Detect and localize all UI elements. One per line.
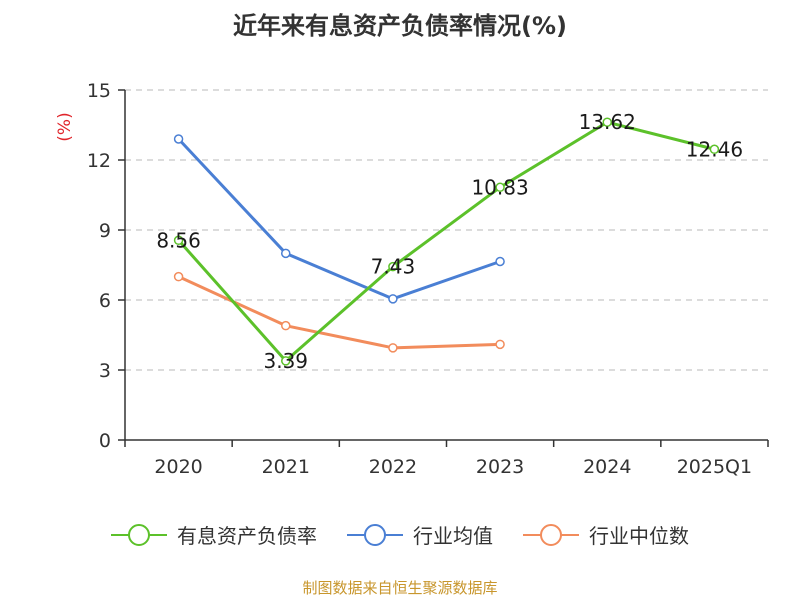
x-tick-labels: 2020 2021 2022 2023 2024 2025Q1 xyxy=(124,440,769,478)
data-labels: 8.56 3.39 7.43 10.83 13.62 12.46 xyxy=(156,110,743,373)
y-axis-label: (%) xyxy=(55,112,75,141)
data-point xyxy=(173,235,184,246)
data-point xyxy=(173,134,184,144)
data-point xyxy=(602,117,612,127)
chart-title: 近年来有息资产负债率情况(%) xyxy=(233,12,567,40)
legend-label: 行业均值 xyxy=(413,524,493,548)
series-line xyxy=(177,120,715,363)
legend-item[interactable]: 有息资产负债率 xyxy=(111,520,317,549)
y-tick-label: 3 xyxy=(99,360,111,382)
x-tick-label: 2024 xyxy=(583,456,631,478)
series-有息资产负债率 xyxy=(173,117,720,366)
data-point xyxy=(495,256,505,267)
series xyxy=(173,117,720,366)
x-tick-label: 2025Q1 xyxy=(677,456,752,478)
data-label: 13.62 xyxy=(579,110,636,134)
data-point xyxy=(709,144,720,155)
legend-swatch xyxy=(111,523,167,546)
grid-lines xyxy=(125,89,768,371)
data-point xyxy=(173,271,184,282)
y-tick-label: 12 xyxy=(87,150,111,172)
data-point xyxy=(281,320,291,331)
x-tick-label: 2022 xyxy=(369,456,417,478)
data-label: 10.83 xyxy=(471,175,528,199)
x-tick-label: 2021 xyxy=(262,456,310,478)
data-point xyxy=(495,182,505,193)
legend-label: 行业中位数 xyxy=(589,524,689,548)
y-tick-label: 9 xyxy=(99,220,111,242)
y-tick-label: 15 xyxy=(87,80,111,102)
x-tick-label: 2023 xyxy=(476,456,524,478)
data-point xyxy=(281,248,291,259)
y-tick-label: 6 xyxy=(99,290,111,312)
legend-item[interactable]: 行业均值 xyxy=(347,520,493,549)
data-point xyxy=(281,356,291,366)
source-note: 制图数据来自恒生聚源数据库 xyxy=(302,579,498,597)
legend-swatch xyxy=(523,523,579,546)
data-label: 8.56 xyxy=(156,228,201,252)
data-label: 3.39 xyxy=(263,349,308,373)
y-tick-label: 0 xyxy=(99,430,111,452)
data-label: 12.46 xyxy=(686,137,743,161)
legend-item[interactable]: 行业中位数 xyxy=(523,520,689,549)
legend-label: 有息资产负债率 xyxy=(177,524,317,548)
axes xyxy=(124,90,768,441)
x-tick-label: 2020 xyxy=(154,456,202,478)
data-point xyxy=(388,294,398,304)
data-label: 7.43 xyxy=(371,255,416,279)
data-point xyxy=(388,343,398,353)
data-point xyxy=(388,261,398,272)
y-tick-labels: 0 3 6 9 12 15 xyxy=(87,80,125,452)
series-行业均值 xyxy=(173,134,505,304)
series-line xyxy=(177,137,501,301)
legend-swatch xyxy=(347,523,403,546)
legend: 有息资产负债率 行业均值 行业中位数 xyxy=(0,520,800,549)
data-point xyxy=(495,339,505,350)
